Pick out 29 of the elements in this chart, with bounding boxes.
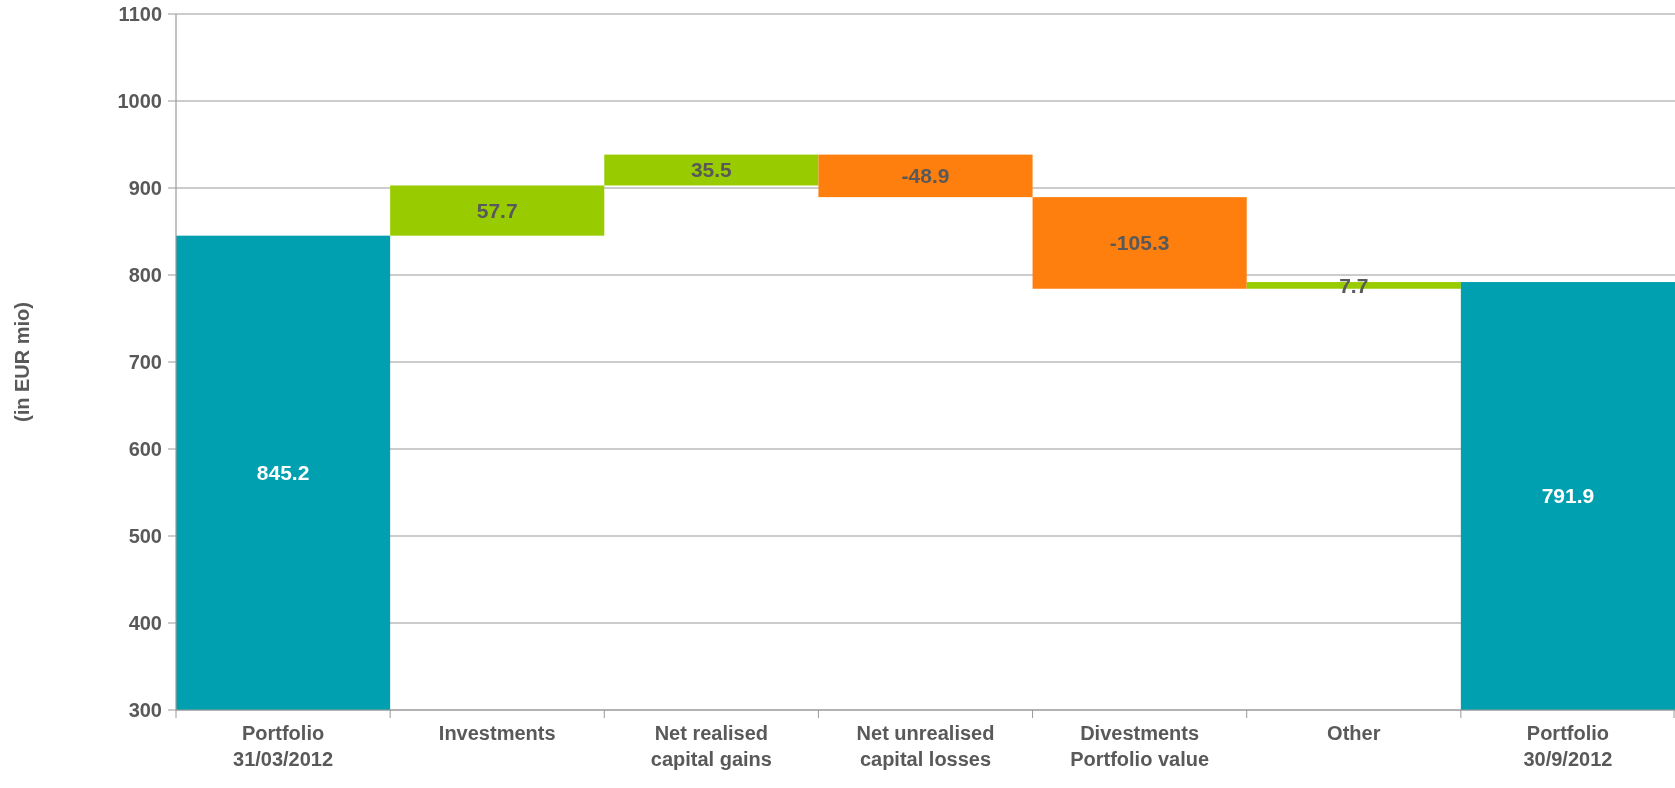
data-label: -48.9 [901,164,950,188]
x-tick-label: Portfolio 31/03/2012 [233,722,334,770]
y-tick-label: 500 [128,525,162,547]
bar [1032,197,1247,289]
bar [604,154,819,186]
y-tick-label: 900 [128,177,162,199]
y-tick-label: 300 [128,699,162,721]
y-tick-label: 700 [128,351,162,373]
bar [818,154,1033,198]
x-tick-label: Net unrealised capital losses [856,722,995,770]
x-tick-label: Other [1327,722,1381,744]
y-tick-label: 1000 [117,90,162,112]
y-tick-label: 400 [128,612,162,634]
x-tick-label: Net realised capital gains [650,722,772,770]
x-tick-label: Divestments Portfolio value [1070,722,1210,770]
y-tick-label: 1100 [118,3,162,25]
data-label: 791.9 [1541,484,1595,508]
x-tick-label: Investments [438,722,556,744]
x-tick-label: Portfolio 30/9/2012 [1523,722,1613,770]
y-tick-label: 600 [128,438,162,460]
bar [1460,282,1675,710]
y-axis-title: (in EUR mio) [11,302,33,422]
data-label: -105.3 [1109,231,1170,255]
data-label: 845.2 [256,461,310,485]
data-label: 35.5 [690,158,733,182]
bar [390,185,605,236]
data-label: 57.7 [476,198,518,222]
bar [176,235,391,710]
y-tick-label: 800 [128,264,162,286]
